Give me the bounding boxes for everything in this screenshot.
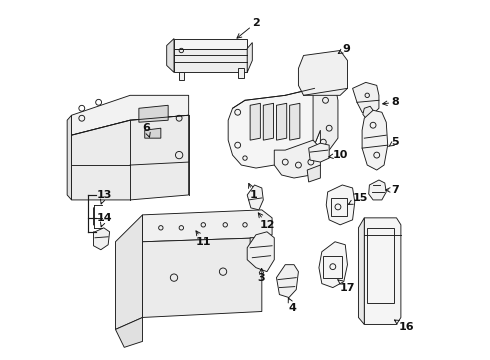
Text: 11: 11 bbox=[196, 231, 212, 247]
Polygon shape bbox=[174, 39, 247, 49]
Polygon shape bbox=[313, 82, 338, 155]
Polygon shape bbox=[364, 218, 401, 324]
Text: 15: 15 bbox=[348, 193, 368, 204]
Polygon shape bbox=[167, 39, 174, 72]
Polygon shape bbox=[276, 265, 298, 298]
Polygon shape bbox=[250, 235, 262, 252]
Text: 7: 7 bbox=[386, 185, 399, 195]
Bar bbox=[331, 198, 347, 216]
Polygon shape bbox=[72, 95, 189, 135]
Polygon shape bbox=[247, 185, 263, 210]
Polygon shape bbox=[94, 228, 110, 250]
Text: 5: 5 bbox=[389, 137, 399, 147]
Polygon shape bbox=[247, 42, 252, 72]
Text: 13: 13 bbox=[97, 190, 112, 204]
Polygon shape bbox=[359, 218, 364, 324]
Polygon shape bbox=[309, 143, 329, 162]
Text: 6: 6 bbox=[143, 123, 150, 137]
Bar bbox=[367, 228, 393, 302]
Polygon shape bbox=[307, 165, 320, 182]
Polygon shape bbox=[353, 82, 379, 115]
Polygon shape bbox=[362, 110, 388, 170]
Polygon shape bbox=[67, 115, 72, 200]
Polygon shape bbox=[363, 106, 373, 118]
Polygon shape bbox=[174, 49, 247, 72]
Polygon shape bbox=[238, 68, 245, 78]
Bar bbox=[323, 256, 342, 278]
Polygon shape bbox=[228, 88, 320, 168]
Text: 3: 3 bbox=[257, 269, 265, 283]
Text: 8: 8 bbox=[383, 97, 399, 107]
Text: 10: 10 bbox=[329, 150, 348, 160]
Text: 14: 14 bbox=[97, 213, 112, 227]
Polygon shape bbox=[143, 238, 262, 318]
Polygon shape bbox=[247, 232, 274, 272]
Polygon shape bbox=[139, 105, 168, 122]
Text: 17: 17 bbox=[338, 280, 356, 293]
Polygon shape bbox=[72, 115, 189, 200]
Polygon shape bbox=[290, 103, 300, 140]
Polygon shape bbox=[116, 215, 143, 329]
Polygon shape bbox=[274, 140, 320, 178]
Polygon shape bbox=[250, 103, 260, 140]
Polygon shape bbox=[116, 318, 143, 347]
Text: 2: 2 bbox=[237, 18, 260, 38]
Text: 1: 1 bbox=[248, 184, 258, 200]
Polygon shape bbox=[319, 242, 347, 288]
Polygon shape bbox=[143, 210, 272, 242]
Text: 12: 12 bbox=[258, 213, 275, 230]
Text: 16: 16 bbox=[394, 320, 415, 332]
Polygon shape bbox=[145, 128, 161, 138]
Polygon shape bbox=[298, 50, 347, 95]
Text: 4: 4 bbox=[288, 298, 297, 312]
Polygon shape bbox=[326, 185, 355, 225]
Text: 9: 9 bbox=[338, 44, 350, 54]
Polygon shape bbox=[179, 72, 184, 80]
Polygon shape bbox=[276, 103, 287, 140]
Polygon shape bbox=[263, 103, 273, 140]
Polygon shape bbox=[368, 180, 386, 200]
